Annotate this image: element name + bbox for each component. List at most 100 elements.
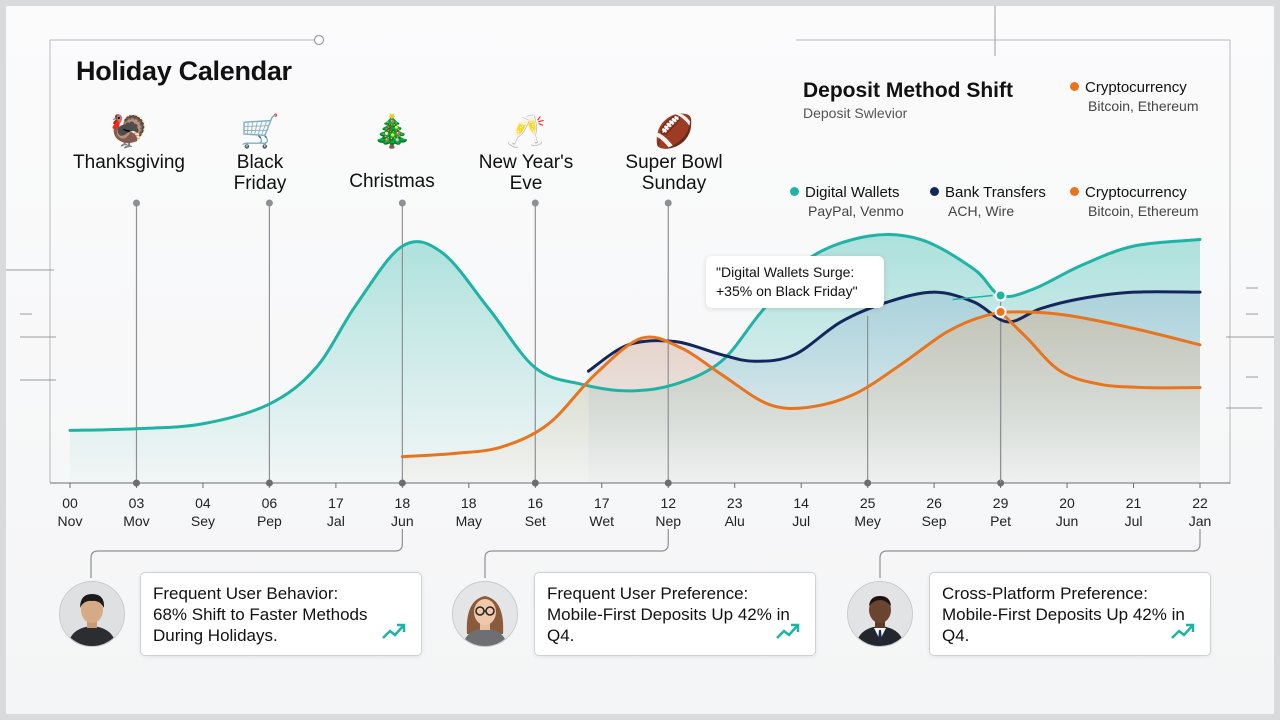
x-tick-label: 20 Jun [1037, 494, 1097, 530]
x-tick-month: Jul [1124, 513, 1143, 529]
x-tick-month: Jun [391, 513, 414, 529]
x-tick-label: 29 Pet [971, 494, 1031, 530]
x-tick-day: 04 [195, 495, 211, 511]
champagne-icon: 🥂 [506, 113, 546, 149]
insight-title: Frequent User Preference: [547, 584, 749, 603]
highlight-leader [952, 294, 993, 301]
x-tick-month: Nov [57, 513, 83, 529]
x-tick-day: 25 [859, 495, 876, 511]
insight-body: Mobile-First Deposits Up 42% in Q4. [942, 605, 1185, 645]
legend-item-cryptocurrency: Cryptocurrency Bitcoin, Ethereum [1070, 184, 1199, 220]
holiday-new-years-eve: 🥂 New Year's Eve [471, 112, 581, 194]
event-marker-dot [531, 199, 539, 207]
x-tick-day: 18 [394, 495, 411, 511]
x-tick-label: 12 Nep [638, 494, 698, 530]
x-tick-label: 04 Sey [173, 494, 233, 530]
x-tick-day: 29 [992, 495, 1009, 511]
x-tick-day: 17 [328, 495, 344, 511]
legend-sublabel: PayPal, Venmo [808, 203, 904, 219]
x-tick-label: 21 Jul [1104, 494, 1164, 530]
holiday-label: New Year's Eve [478, 152, 574, 194]
event-marker-dot [132, 199, 140, 207]
x-tick-month: Set [524, 513, 546, 529]
series-line-bank-transfers [586, 290, 1202, 373]
legend-item-bank-transfers: Bank Transfers ACH, Wire [930, 184, 1046, 220]
insight-card-3: Cross-Platform Preference: Mobile-First … [929, 572, 1211, 656]
holiday-label: Super Bowl Sunday [625, 152, 723, 194]
legend-subtitle: Deposit Swlevior [803, 105, 908, 121]
x-tick-day: 18 [461, 495, 477, 511]
x-tick-month: Jal [326, 513, 345, 529]
chart-title: Holiday Calendar [76, 56, 292, 86]
highlight-point-cryptocurrency [994, 305, 1007, 318]
football-helmet-icon: 🏈 [654, 113, 694, 149]
highlight-point-digital-wallets [994, 289, 1007, 302]
legend-label: Cryptocurrency [1085, 184, 1187, 201]
x-tick-month: Nep [655, 513, 682, 529]
avatar-woman-glasses [452, 581, 518, 647]
x-tick-day: 17 [593, 495, 610, 511]
x-tick-month: Jul [792, 513, 811, 529]
insight-body: Mobile-First Deposits Up 42% in Q4. [547, 605, 790, 645]
holiday-super-bowl-sunday: 🏈 Super Bowl Sunday [614, 112, 734, 194]
x-tick-label: 06 Pep [239, 494, 299, 530]
x-tick-month: Sep [921, 513, 947, 529]
x-tick-month: Alu [724, 513, 745, 529]
turkey-icon: 🦃 [109, 113, 149, 149]
x-tick-day: 06 [261, 495, 278, 511]
legend-sublabel: ACH, Wire [948, 203, 1015, 219]
legend-label: Cryptocurrency [1085, 79, 1187, 96]
x-tick-day: 00 [62, 495, 78, 511]
x-tick-day: 23 [726, 495, 743, 511]
x-tick-month: Jun [1055, 513, 1079, 529]
legend-dot [1070, 187, 1079, 196]
holiday-label: Christmas [349, 171, 435, 192]
shopping-cart-icon: 🛒 [240, 113, 280, 149]
x-tick-month: Wet [589, 513, 615, 529]
x-tick-month: Sey [190, 513, 215, 529]
x-tick-label: 00 Nov [40, 494, 100, 530]
event-marker-dot [664, 199, 672, 207]
holiday-black-friday: 🛒 Black Friday [215, 112, 305, 194]
x-tick-day: 12 [660, 495, 677, 511]
insight-card-2: Frequent User Preference: Mobile-First D… [534, 572, 816, 656]
christmas-tree-icon: 🎄 [372, 113, 412, 149]
x-tick-label: 16 Set [505, 494, 565, 530]
x-tick-month: Mov [123, 513, 150, 529]
x-tick-month: May [455, 513, 483, 529]
x-tick-day: 03 [128, 495, 145, 511]
annotation-callout: "Digital Wallets Surge: +35% on Black Fr… [706, 256, 884, 308]
x-tick-label: 03 Mov [106, 494, 166, 530]
holiday-label: Thanksgiving [73, 152, 185, 173]
x-tick-day: 21 [1125, 495, 1142, 511]
series-line-cryptocurrency-lower [999, 310, 1202, 390]
x-tick-month: Jan [1188, 513, 1212, 529]
insight-connector [879, 529, 1201, 578]
x-tick-label: 17 Jal [306, 494, 366, 530]
x-tick-label: 18 May [439, 494, 499, 530]
trending-up-icon [1171, 623, 1195, 639]
legend-label: Digital Wallets [805, 184, 900, 201]
chart-plot [50, 199, 1230, 578]
trending-up-icon [382, 623, 406, 639]
frame-decoration [6, 6, 1274, 484]
legend-label: Bank Transfers [945, 184, 1046, 201]
legend-item-digital-wallets: Digital Wallets PayPal, Venmo [790, 184, 904, 220]
series-line-cryptocurrency [400, 310, 1202, 459]
x-tick-label: 23 Alu [705, 494, 765, 530]
x-tick-month: Pet [990, 513, 1012, 529]
holiday-label: Black Friday [233, 152, 287, 194]
avatar-man-suit [847, 581, 913, 647]
avatar-young-man [59, 581, 125, 647]
x-tick-label: 26 Sep [904, 494, 964, 530]
holiday-christmas: 🎄 Christmas [317, 112, 467, 192]
holiday-thanksgiving: 🦃 Thanksgiving [54, 112, 204, 173]
callout-line-1: "Digital Wallets Surge: [716, 264, 855, 280]
x-tick-label: 25 Mey [838, 494, 898, 530]
legend-item-top-crypto: Cryptocurrency Bitcoin, Ethereum [1070, 79, 1199, 115]
insight-card-1: Frequent User Behavior: 68% Shift to Fas… [140, 572, 422, 656]
x-tick-day: 26 [926, 495, 942, 511]
x-tick-month: Pep [256, 513, 282, 529]
x-tick-label: 22 Jan [1170, 494, 1230, 530]
insight-connector [90, 529, 403, 578]
